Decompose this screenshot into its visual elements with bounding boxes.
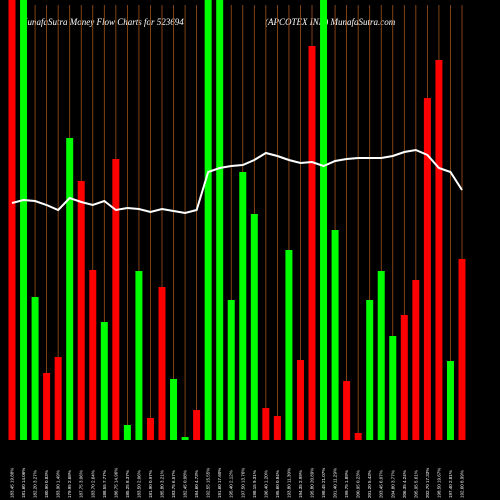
bar bbox=[250, 214, 258, 440]
bar bbox=[43, 373, 51, 440]
bar bbox=[8, 0, 16, 440]
bar bbox=[354, 433, 362, 440]
x-tick-label: 182.45 0.08% bbox=[183, 470, 188, 498]
x-tick-label: 203.45 6.07% bbox=[379, 470, 384, 498]
x-tick-label: 183.75 6.57% bbox=[171, 470, 176, 498]
bar bbox=[123, 425, 131, 440]
bar bbox=[135, 271, 143, 440]
bar bbox=[423, 98, 431, 440]
bar bbox=[400, 315, 408, 440]
bar bbox=[193, 410, 201, 440]
x-tick-label: 195.60 0.84% bbox=[275, 470, 280, 498]
bar bbox=[89, 270, 97, 440]
x-tick-label: 183.50 2.06% bbox=[136, 470, 141, 498]
x-tick-label: 195.40 2.12% bbox=[229, 470, 234, 498]
bar bbox=[458, 259, 466, 440]
x-tick-label: 198.50 19.67% bbox=[436, 468, 441, 498]
x-tick-label: 197.40 2.81% bbox=[448, 470, 453, 498]
x-tick-label: 206.35 4.24% bbox=[402, 470, 407, 498]
bar bbox=[31, 297, 39, 440]
x-tick-label: 185.80 3.21% bbox=[160, 470, 165, 498]
bar bbox=[112, 159, 120, 440]
chart-title: MunafaSutra Money Flow Charts for 523694 bbox=[19, 17, 184, 27]
bar bbox=[366, 300, 374, 440]
x-tick-label: 195.80 20.89% bbox=[310, 468, 315, 498]
bar bbox=[66, 138, 74, 440]
bar bbox=[308, 46, 316, 440]
x-tick-label: 200.95 0.23% bbox=[356, 470, 361, 498]
bar bbox=[273, 416, 281, 440]
x-tick-label: 201.20 5.43% bbox=[367, 470, 372, 498]
bar bbox=[389, 336, 397, 440]
x-tick-label: 204.80 3.77% bbox=[390, 470, 395, 498]
x-tick-label: 201.40 11.29% bbox=[333, 468, 338, 498]
x-tick-label: 192.60 8.99% bbox=[460, 470, 465, 498]
bar bbox=[100, 322, 108, 440]
x-tick-label: 185.25 8.37% bbox=[125, 470, 130, 498]
x-tick-label: 186.75 14.96% bbox=[113, 468, 118, 498]
x-tick-label: 188.55 7.77% bbox=[102, 470, 107, 498]
x-tick-label: 184.60 4.73% bbox=[194, 470, 199, 498]
x-tick-label: 183.45 19.88% bbox=[10, 468, 15, 498]
bar bbox=[216, 0, 224, 440]
bar bbox=[77, 181, 85, 440]
bar bbox=[296, 360, 304, 440]
bar bbox=[412, 280, 420, 440]
x-tick-label: 194.35 2.99% bbox=[298, 470, 303, 498]
x-tick-label: 198.15 9.31% bbox=[252, 470, 257, 498]
x-tick-label: 181.90 0.97% bbox=[148, 470, 153, 498]
x-tick-label: 197.50 13.76% bbox=[240, 468, 245, 498]
x-tick-label: 198.45 21.07% bbox=[321, 468, 326, 498]
chart-subtitle: (APCOTEX IND) MunafaSutra.com bbox=[265, 17, 396, 27]
x-tick-label: 179.95 2.68% bbox=[67, 470, 72, 498]
bar bbox=[320, 0, 328, 440]
x-tick-label: 183.90 1.49% bbox=[56, 470, 61, 498]
bar bbox=[158, 287, 166, 440]
x-tick-label: 193.80 11.30% bbox=[286, 468, 291, 498]
x-tick-label: 187.75 3.06% bbox=[79, 470, 84, 498]
bar bbox=[181, 437, 189, 440]
x-tick-label: 182.20 3.27% bbox=[33, 470, 38, 498]
bar bbox=[343, 381, 351, 440]
x-tick-label: 180.90 0.83% bbox=[44, 470, 49, 498]
bar bbox=[285, 250, 293, 440]
x-tick-label: 202.70 17.33% bbox=[425, 468, 430, 498]
x-tick-label: 196.40 1.20% bbox=[263, 470, 268, 498]
bar bbox=[331, 230, 339, 440]
money-flow-line bbox=[11, 148, 463, 215]
bar bbox=[227, 300, 235, 440]
x-tick-label: 181.60 14.06% bbox=[21, 468, 26, 498]
bar bbox=[146, 418, 154, 440]
bar bbox=[446, 361, 454, 440]
bar bbox=[262, 408, 270, 440]
bar bbox=[204, 0, 212, 440]
bar bbox=[377, 271, 385, 440]
bar bbox=[54, 357, 62, 440]
x-tick-label: 199.75 1.89% bbox=[344, 470, 349, 498]
x-tick-label: 192.55 15.55% bbox=[206, 468, 211, 498]
bar bbox=[20, 0, 28, 440]
x-tick-label: 183.70 2.64% bbox=[90, 470, 95, 498]
x-tick-label: 191.60 17.60% bbox=[217, 468, 222, 498]
bar bbox=[170, 379, 178, 440]
bar bbox=[435, 60, 443, 440]
x-tick-label: 205.95 5.61% bbox=[413, 470, 418, 498]
bar bbox=[239, 172, 247, 440]
